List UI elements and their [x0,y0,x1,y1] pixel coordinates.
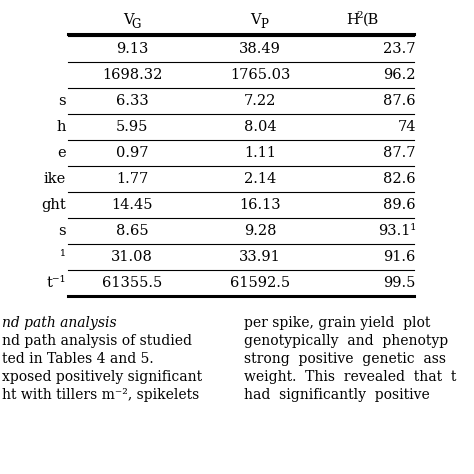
Text: V: V [250,13,260,27]
Text: 99.5: 99.5 [383,276,416,290]
Text: (B: (B [363,13,379,27]
Text: 61592.5: 61592.5 [230,276,290,290]
Text: 87.6: 87.6 [383,94,416,108]
Text: nd path analysis of studied: nd path analysis of studied [2,334,192,348]
Text: 0.97: 0.97 [116,146,148,160]
Text: h: h [56,120,66,134]
Text: 8.65: 8.65 [116,224,148,238]
Text: 61355.5: 61355.5 [102,276,162,290]
Text: H: H [346,13,359,27]
Text: e: e [57,146,66,160]
Text: nd path analysis: nd path analysis [2,316,117,330]
Text: 5.95: 5.95 [116,120,148,134]
Text: 6.33: 6.33 [116,94,148,108]
Text: 91.6: 91.6 [383,250,416,264]
Text: 9.13: 9.13 [116,42,148,56]
Text: 7.22: 7.22 [244,94,276,108]
Text: 9.28: 9.28 [244,224,276,238]
Text: t⁻¹: t⁻¹ [46,276,66,290]
Text: 16.13: 16.13 [239,198,281,212]
Text: 1765.03: 1765.03 [230,68,290,82]
Text: ike: ike [44,172,66,186]
Text: 93.1¹: 93.1¹ [378,224,416,238]
Text: 1.77: 1.77 [116,172,148,186]
Text: 8.04: 8.04 [244,120,276,134]
Text: 96.2: 96.2 [383,68,416,82]
Text: strong  positive  genetic  ass: strong positive genetic ass [244,352,446,366]
Text: weight.  This  revealed  that  t: weight. This revealed that t [244,370,456,384]
Text: 2: 2 [357,10,363,19]
Text: P: P [260,18,268,30]
Text: 31.08: 31.08 [111,250,153,264]
Text: ted in Tables 4 and 5.: ted in Tables 4 and 5. [2,352,154,366]
Text: 1.11: 1.11 [244,146,276,160]
Text: ht with tillers m⁻², spikelets: ht with tillers m⁻², spikelets [2,388,199,402]
Text: genotypically  and  phenotyp: genotypically and phenotyp [244,334,448,348]
Text: ¹: ¹ [60,250,66,264]
Text: G: G [131,18,141,30]
Text: 14.45: 14.45 [111,198,153,212]
Text: 82.6: 82.6 [383,172,416,186]
Text: 1698.32: 1698.32 [102,68,162,82]
Text: s: s [58,94,66,108]
Text: 2.14: 2.14 [244,172,276,186]
Text: 23.7: 23.7 [383,42,416,56]
Text: 38.49: 38.49 [239,42,281,56]
Text: 33.91: 33.91 [239,250,281,264]
Text: s: s [58,224,66,238]
Text: 74: 74 [398,120,416,134]
Text: 89.6: 89.6 [383,198,416,212]
Text: ght: ght [41,198,66,212]
Text: per spike, grain yield  plot: per spike, grain yield plot [244,316,430,330]
Text: xposed positively significant: xposed positively significant [2,370,202,384]
Text: V: V [123,13,133,27]
Text: had  significantly  positive: had significantly positive [244,388,430,402]
Text: 87.7: 87.7 [383,146,416,160]
